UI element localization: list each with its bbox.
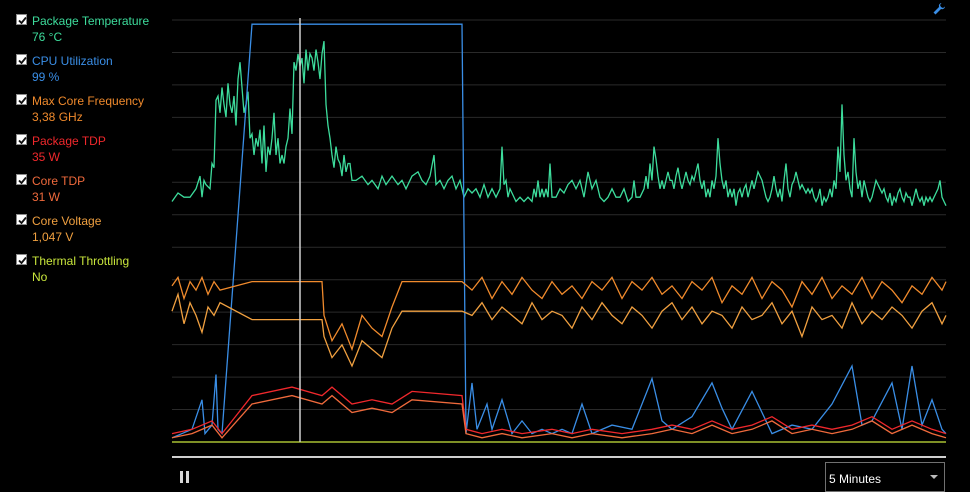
legend-value: 31 W: [32, 190, 61, 204]
legend-value: No: [32, 270, 48, 284]
legend-label: Package TDP: [32, 134, 106, 148]
legend-label: Core Voltage: [32, 214, 102, 228]
legend-label: CPU Utilization: [32, 54, 113, 68]
legend-item-package-tdp[interactable]: Package TDP 35 W: [16, 134, 166, 174]
series-line-core-tdp: [171, 394, 947, 439]
legend-label: Package Temperature: [32, 14, 150, 28]
checkbox-cpu-utilization[interactable]: [16, 54, 27, 65]
legend-value: 1,047 V: [32, 230, 74, 244]
legend-item-core-voltage[interactable]: Core Voltage 1,047 V: [16, 214, 166, 254]
checkbox-max-core-frequency[interactable]: [16, 94, 27, 105]
checkbox-thermal-throttling[interactable]: [16, 254, 27, 265]
pause-button[interactable]: [178, 470, 192, 484]
wrench-icon[interactable]: [932, 2, 946, 16]
chevron-down-icon: [930, 475, 938, 479]
legend-item-core-tdp[interactable]: Core TDP 31 W: [16, 174, 166, 214]
legend-label: Thermal Throttling: [32, 254, 130, 268]
telemetry-chart: [171, 18, 947, 443]
series-line-core-voltage: [171, 291, 947, 368]
legend-label: Max Core Frequency: [32, 94, 145, 108]
pause-icon: [180, 471, 183, 483]
legend-value: 3,38 GHz: [32, 110, 83, 124]
chart-grid: [172, 19, 946, 443]
checkbox-package-temperature[interactable]: [16, 14, 27, 25]
legend-item-package-temperature[interactable]: Package Temperature 76 °C: [16, 14, 166, 54]
checkbox-core-tdp[interactable]: [16, 174, 27, 185]
checkbox-core-voltage[interactable]: [16, 214, 27, 225]
legend-value: 35 W: [32, 150, 61, 164]
time-range-value: 5 Minutes: [829, 472, 882, 486]
legend-panel: Package Temperature 76 °C CPU Utilizatio…: [16, 14, 166, 294]
legend-label: Core TDP: [32, 174, 86, 188]
legend-item-max-core-frequency[interactable]: Max Core Frequency 3,38 GHz: [16, 94, 166, 134]
chart-separator: [172, 456, 946, 458]
series-line-package-temperature: [171, 40, 947, 206]
series-line-package-tdp: [171, 386, 947, 435]
checkbox-package-tdp[interactable]: [16, 134, 27, 145]
legend-value: 99 %: [32, 70, 60, 84]
legend-item-cpu-utilization[interactable]: CPU Utilization 99 %: [16, 54, 166, 94]
series-line-max-core-frequency: [171, 275, 947, 352]
chart-series: [171, 23, 947, 443]
time-range-select[interactable]: 5 Minutes: [825, 462, 945, 492]
legend-value: 76 °C: [32, 30, 63, 44]
legend-item-thermal-throttling[interactable]: Thermal Throttling No: [16, 254, 166, 294]
series-line-cpu-utilization: [171, 23, 947, 439]
